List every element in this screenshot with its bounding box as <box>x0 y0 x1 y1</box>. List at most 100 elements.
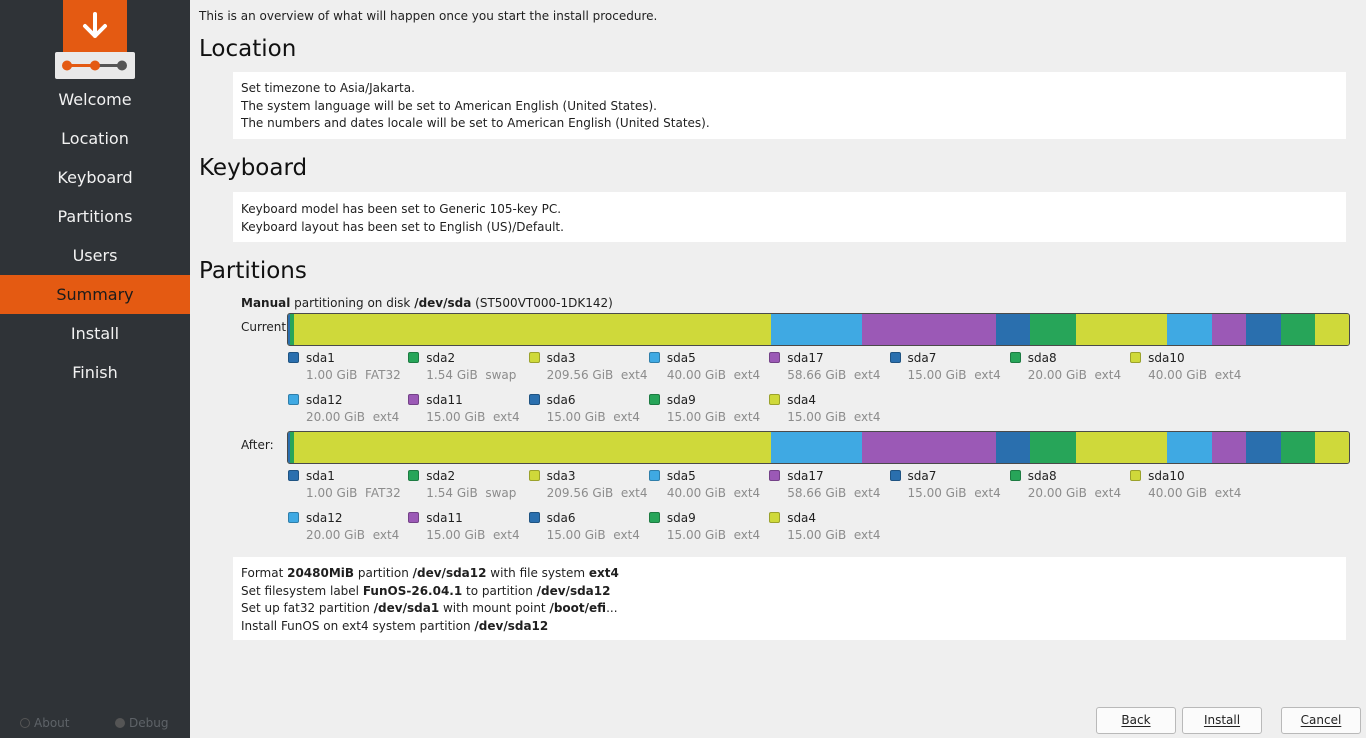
partition-size: 15.00 GiB <box>426 410 486 424</box>
operation-line: Format 20480MiB partition /dev/sda12 wit… <box>233 565 1346 583</box>
cancel-button[interactable]: Cancel <box>1281 707 1361 734</box>
legend-swatch <box>528 512 540 523</box>
legend-partition-name: sda12 <box>306 511 343 525</box>
legend-partition-name: sda10 <box>1148 351 1185 365</box>
legend-partition-size: 15.00 GiB ext4 <box>426 528 519 542</box>
partition-filesystem: ext4 <box>1094 368 1122 382</box>
mode-bold: Manual <box>241 296 291 310</box>
legend-partition-size: 40.00 GiB ext4 <box>667 368 760 382</box>
legend-swatch <box>648 512 660 523</box>
operation-text: to partition <box>462 583 537 598</box>
current-label: Current: <box>241 320 291 334</box>
legend-partition-size: 209.56 GiB ext4 <box>547 486 648 500</box>
disk-path: /dev/sda <box>414 296 472 310</box>
legend-partition-name: sda1 <box>306 351 335 365</box>
operation-line: Install FunOS on ext4 system partition /… <box>233 618 1346 636</box>
partition-filesystem: ext4 <box>613 528 640 542</box>
legend-partition-name: sda11 <box>426 511 463 525</box>
partition-segment-sda9 <box>1280 314 1315 345</box>
installer-logo <box>63 0 127 52</box>
partition-segment-sda10 <box>1075 432 1167 463</box>
partition-size: 40.00 GiB <box>1148 486 1208 500</box>
legend-partition-name: sda4 <box>787 393 817 407</box>
partition-filesystem: ext4 <box>372 410 400 424</box>
legend-partition-size: 1.00 GiB FAT32 <box>306 486 401 500</box>
partition-segment-sda8 <box>1030 432 1076 463</box>
step-install: Install <box>70 324 120 343</box>
legend-swatch <box>408 470 420 481</box>
legend-partition-name: sda9 <box>666 511 696 525</box>
partition-segment-sda1 <box>288 432 291 463</box>
legend-partition-name: sda5 <box>666 351 696 365</box>
install-button[interactable]: Install <box>1182 707 1262 734</box>
partition-size: 40.00 GiB <box>1148 368 1208 382</box>
legend-swatch <box>528 470 540 481</box>
partition-segment-sda10 <box>1075 314 1167 345</box>
legend-partition-size: 58.66 GiB ext4 <box>787 486 880 500</box>
partition-size: 58.66 GiB <box>787 486 847 500</box>
partition-filesystem: ext4 <box>733 368 761 382</box>
legend-swatch <box>408 394 420 405</box>
partition-filesystem: ext4 <box>1214 368 1242 382</box>
partition-segment-sda12 <box>1166 432 1213 463</box>
debug-link[interactable]: Debug <box>115 716 168 730</box>
keyboard-title: Keyboard <box>199 155 308 181</box>
legend-partition-name: sda10 <box>1148 469 1185 483</box>
operation-text: Install FunOS on ext4 system partition <box>241 618 475 633</box>
about-label: About <box>34 716 70 730</box>
partition-filesystem: ext4 <box>620 368 648 382</box>
partition-size: 15.00 GiB <box>546 528 606 542</box>
legend-partition-name: sda8 <box>1027 469 1057 483</box>
partition-filesystem: ext4 <box>853 368 881 382</box>
current-partition-bar <box>287 313 1350 346</box>
legend-swatch <box>889 470 901 481</box>
operation-value: /dev/sda12 <box>536 583 611 598</box>
partition-segment-sda5 <box>771 432 863 463</box>
operation-text: Set filesystem label <box>241 583 363 598</box>
partition-size: 20.00 GiB <box>1027 486 1087 500</box>
legend-partition-name: sda11 <box>426 393 463 407</box>
operation-line: Set filesystem label FunOS-26.04.1 to pa… <box>233 583 1346 601</box>
partition-filesystem: ext4 <box>733 528 761 542</box>
operation-value: /dev/sda12 <box>474 618 549 633</box>
legend-partition-size: 15.00 GiB ext4 <box>667 410 760 424</box>
partition-filesystem: ext4 <box>733 486 761 500</box>
legend-partition-name: sda17 <box>787 351 824 365</box>
debug-label: Debug <box>129 716 169 730</box>
partition-segment-sda7 <box>995 432 1031 463</box>
legend-partition-size: 15.00 GiB ext4 <box>547 410 640 424</box>
operation-text: with file system <box>486 566 589 580</box>
partition-size: 40.00 GiB <box>666 486 726 500</box>
partition-filesystem: ext4 <box>853 486 881 500</box>
back-button[interactable]: Back <box>1096 707 1176 734</box>
operation-value: FunOS-26.04.1 <box>362 583 463 598</box>
operation-value: 20480MiB <box>287 566 355 580</box>
legend-swatch <box>769 512 781 523</box>
legend-partition-name: sda12 <box>306 393 343 407</box>
operation-text: ... <box>606 601 618 615</box>
step-summary: Summary <box>0 275 190 314</box>
partition-filesystem: ext4 <box>974 486 1001 500</box>
progress-dots-icon <box>62 60 127 71</box>
legend-partition-size: 209.56 GiB ext4 <box>547 368 648 382</box>
legend-partition-name: sda2 <box>426 351 456 365</box>
bug-icon <box>115 718 125 728</box>
legend-partition-size: 15.00 GiB ext4 <box>426 410 519 424</box>
after-partition-bar <box>287 431 1350 464</box>
partition-filesystem: ext4 <box>620 486 648 500</box>
legend-partition-size: 15.00 GiB ext4 <box>908 368 1001 382</box>
legend-swatch <box>288 394 299 405</box>
partition-filesystem: ext4 <box>733 410 761 424</box>
partition-size: 1.54 GiB <box>426 368 478 382</box>
about-link[interactable]: About <box>20 716 69 730</box>
legend-swatch <box>769 352 781 363</box>
partition-segment-sda4 <box>1314 314 1349 345</box>
location-title: Location <box>199 36 297 62</box>
legend-partition-size: 1.00 GiB FAT32 <box>306 368 401 382</box>
legend-partition-name: sda8 <box>1027 351 1057 365</box>
partition-size: 209.56 GiB <box>546 368 614 382</box>
partition-filesystem: FAT32 <box>365 486 401 500</box>
info-icon <box>20 718 30 728</box>
legend-partition-size: 20.00 GiB ext4 <box>1028 368 1121 382</box>
partition-segment-sda17 <box>862 432 996 463</box>
